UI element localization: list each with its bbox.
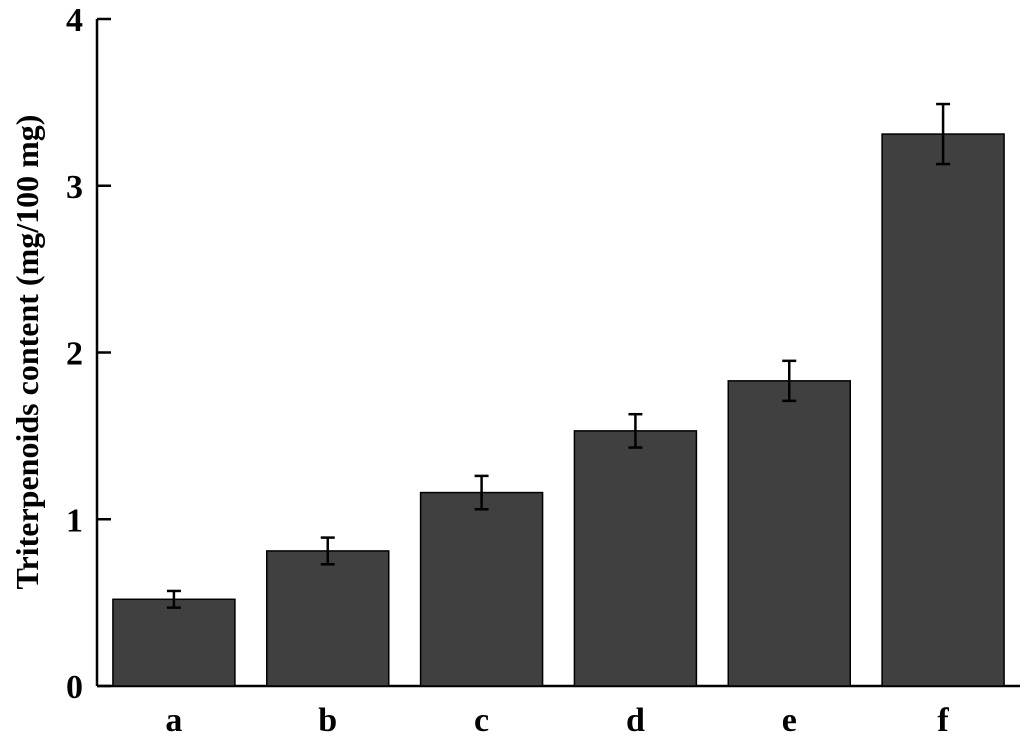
bar-c bbox=[419, 491, 544, 687]
error-bar-e bbox=[782, 359, 797, 403]
bar-d bbox=[573, 430, 698, 687]
y-tick-label: 3 bbox=[66, 169, 83, 206]
error-bar-d bbox=[628, 412, 643, 449]
y-tick-label: 4 bbox=[66, 2, 83, 39]
category-label-c: c bbox=[474, 702, 489, 738]
y-axis-label: Triterpenoids content (mg/100 mg) bbox=[9, 115, 45, 590]
category-labels: a b c d e f bbox=[165, 702, 949, 739]
y-ticks: 0 1 2 3 4 bbox=[66, 2, 111, 706]
category-label-e: e bbox=[782, 702, 797, 738]
category-label-f: f bbox=[937, 702, 949, 738]
bar-a bbox=[112, 598, 236, 687]
error-bar-f bbox=[936, 102, 951, 166]
y-tick-label: 2 bbox=[66, 336, 83, 373]
y-tick-label: 1 bbox=[66, 502, 83, 539]
category-label-d: d bbox=[626, 702, 645, 738]
error-bar-b bbox=[320, 536, 335, 566]
y-tick-label: 0 bbox=[66, 669, 83, 706]
category-label-a: a bbox=[165, 702, 182, 738]
bar-e bbox=[727, 380, 851, 687]
error-bar-c bbox=[474, 474, 489, 511]
error-bars bbox=[166, 102, 951, 609]
error-bar-a bbox=[166, 589, 181, 609]
category-label-b: b bbox=[318, 702, 337, 738]
bar-f bbox=[881, 133, 1005, 687]
bars bbox=[112, 133, 1005, 687]
bar-b bbox=[266, 550, 390, 687]
